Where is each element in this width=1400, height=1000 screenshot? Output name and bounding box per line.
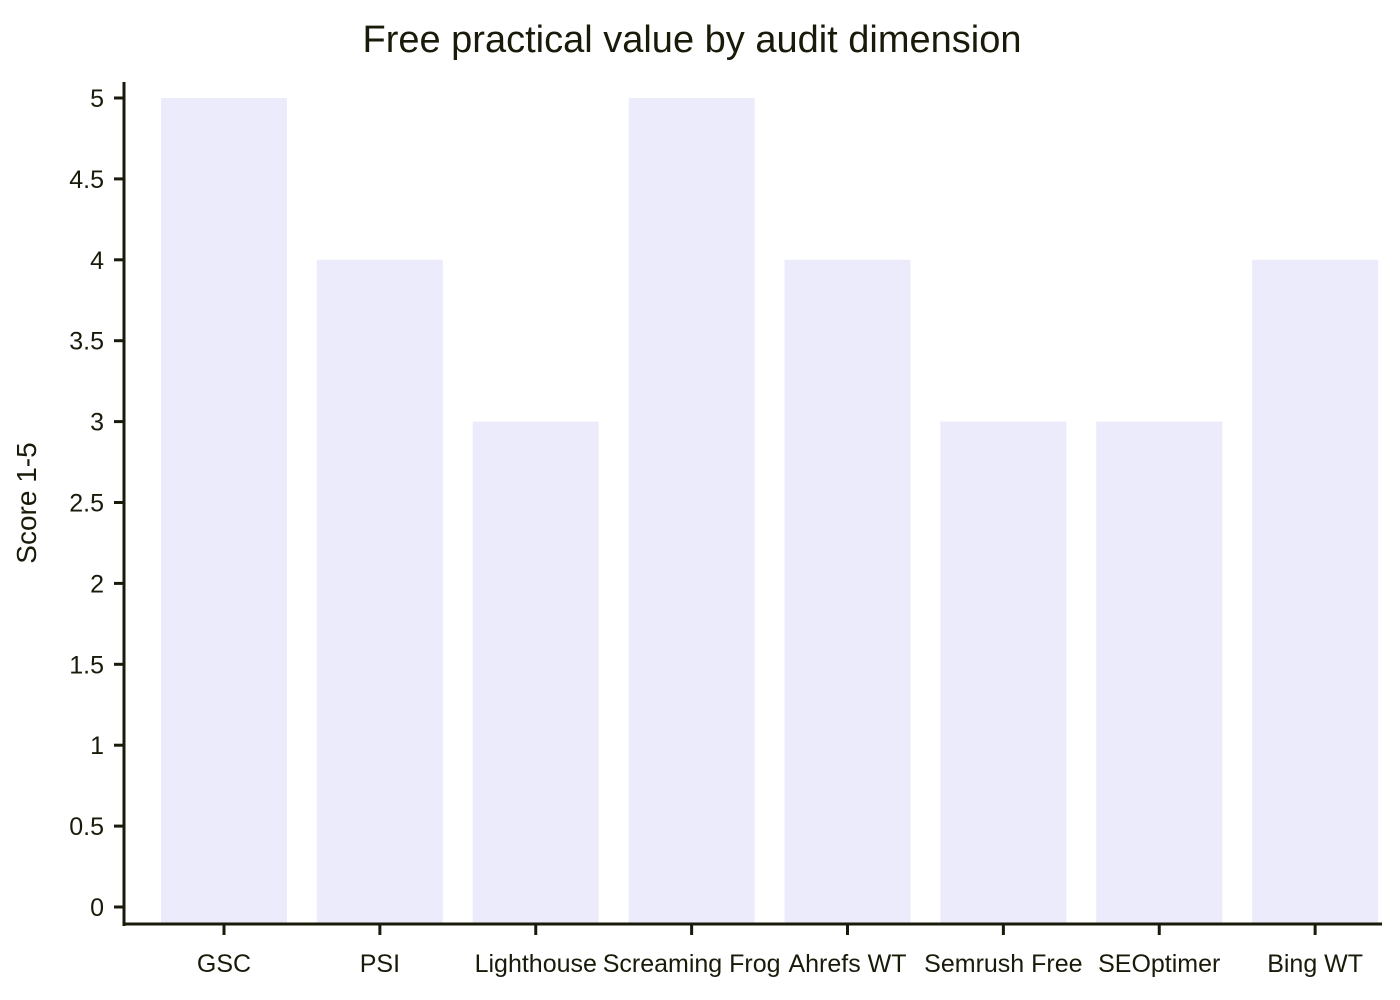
bar-lighthouse <box>472 421 599 924</box>
x-tick-label: Screaming Frog <box>603 950 781 978</box>
y-tick-label: 1 <box>90 732 104 760</box>
y-tick-label: 2 <box>90 570 104 598</box>
y-tick-label: 2.5 <box>69 490 104 518</box>
bar-ahrefs-wt <box>784 259 911 924</box>
x-tick-label: Ahrefs WT <box>788 950 906 978</box>
bar-psi <box>316 259 443 924</box>
bar-bing-wt <box>1252 259 1379 924</box>
y-tick-label: 3 <box>90 409 104 437</box>
x-tick-label: Bing WT <box>1267 950 1363 978</box>
y-tick-label: 4 <box>90 247 104 275</box>
x-axis-ticks: GSC PSI Lighthouse Screaming Frog Ahrefs WT S… <box>197 924 1363 978</box>
bar-seoptimer <box>1096 421 1223 924</box>
y-tick-label: 4.5 <box>69 166 104 194</box>
bars <box>161 98 1379 924</box>
y-axis-label: Score 1-5 <box>11 442 42 563</box>
bar-screaming-frog <box>628 98 755 924</box>
bar-gsc <box>161 98 287 924</box>
y-tick-label: 3.5 <box>69 328 104 356</box>
y-axis-ticks: 0 0.5 1 1.5 2 2.5 3 3.5 4 4.5 5 <box>69 85 124 922</box>
x-tick-label: Semrush Free <box>924 950 1082 978</box>
y-tick-label: 0.5 <box>69 813 104 841</box>
x-tick-label: GSC <box>197 950 251 978</box>
x-tick-label: SEOptimer <box>1098 950 1220 978</box>
y-tick-label: 5 <box>90 85 104 113</box>
chart-title: Free practical value by audit dimension <box>362 19 1021 61</box>
bar-semrush-free <box>940 421 1067 924</box>
y-tick-label: 1.5 <box>69 651 104 679</box>
x-tick-label: Lighthouse <box>475 950 597 978</box>
y-tick-label: 0 <box>90 894 104 922</box>
x-tick-label: PSI <box>360 950 400 978</box>
